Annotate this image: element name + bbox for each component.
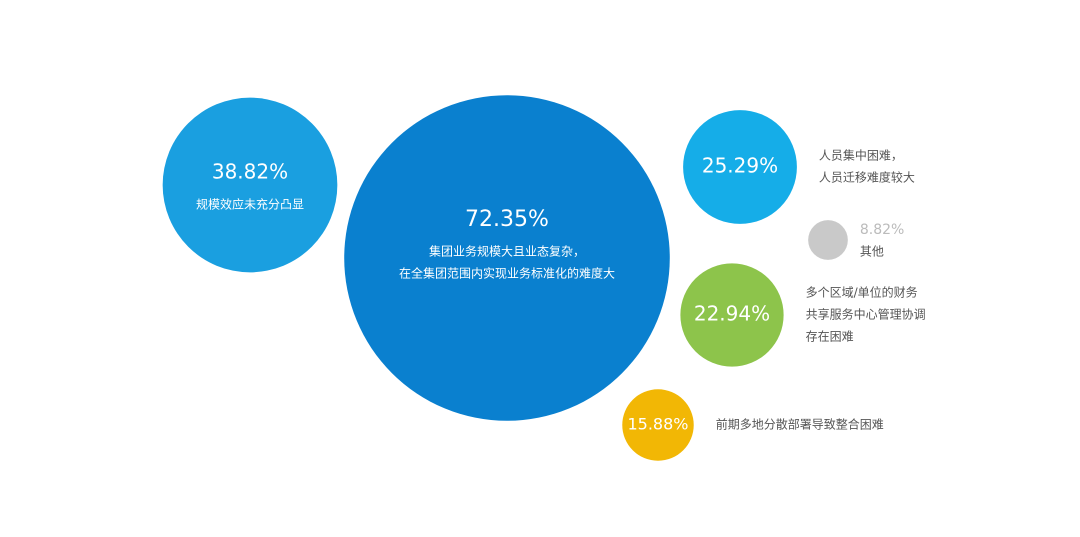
bubble [344, 95, 670, 421]
category-label: 人员集中困难， [819, 148, 903, 163]
value-label: 25.29% [702, 154, 778, 178]
value-label: 8.82% [860, 222, 904, 238]
bubble [808, 220, 848, 260]
value-label: 72.35% [465, 207, 549, 232]
category-label: 多个区域/单位的财务 [806, 285, 918, 300]
category-label: 人员迁移难度较大 [819, 170, 915, 185]
category-label: 规模效应未充分凸显 [196, 197, 304, 212]
category-label: 前期多地分散部署导致整合困难 [716, 417, 884, 432]
value-label: 22.94% [694, 302, 770, 326]
category-label: 存在困难 [806, 330, 854, 344]
category-label: 其他 [860, 245, 884, 259]
bubble [680, 263, 784, 367]
category-label: 共享服务中心管理协调 [806, 307, 926, 322]
category-label: 集团业务规模大且业态复杂， [429, 244, 585, 259]
bubble [162, 97, 338, 273]
value-label: 38.82% [212, 160, 288, 184]
value-label: 15.88% [627, 415, 688, 434]
bubble [683, 110, 797, 224]
category-label: 在全集团范围内实现业务标准化的难度大 [399, 266, 615, 281]
bubble [622, 389, 694, 461]
